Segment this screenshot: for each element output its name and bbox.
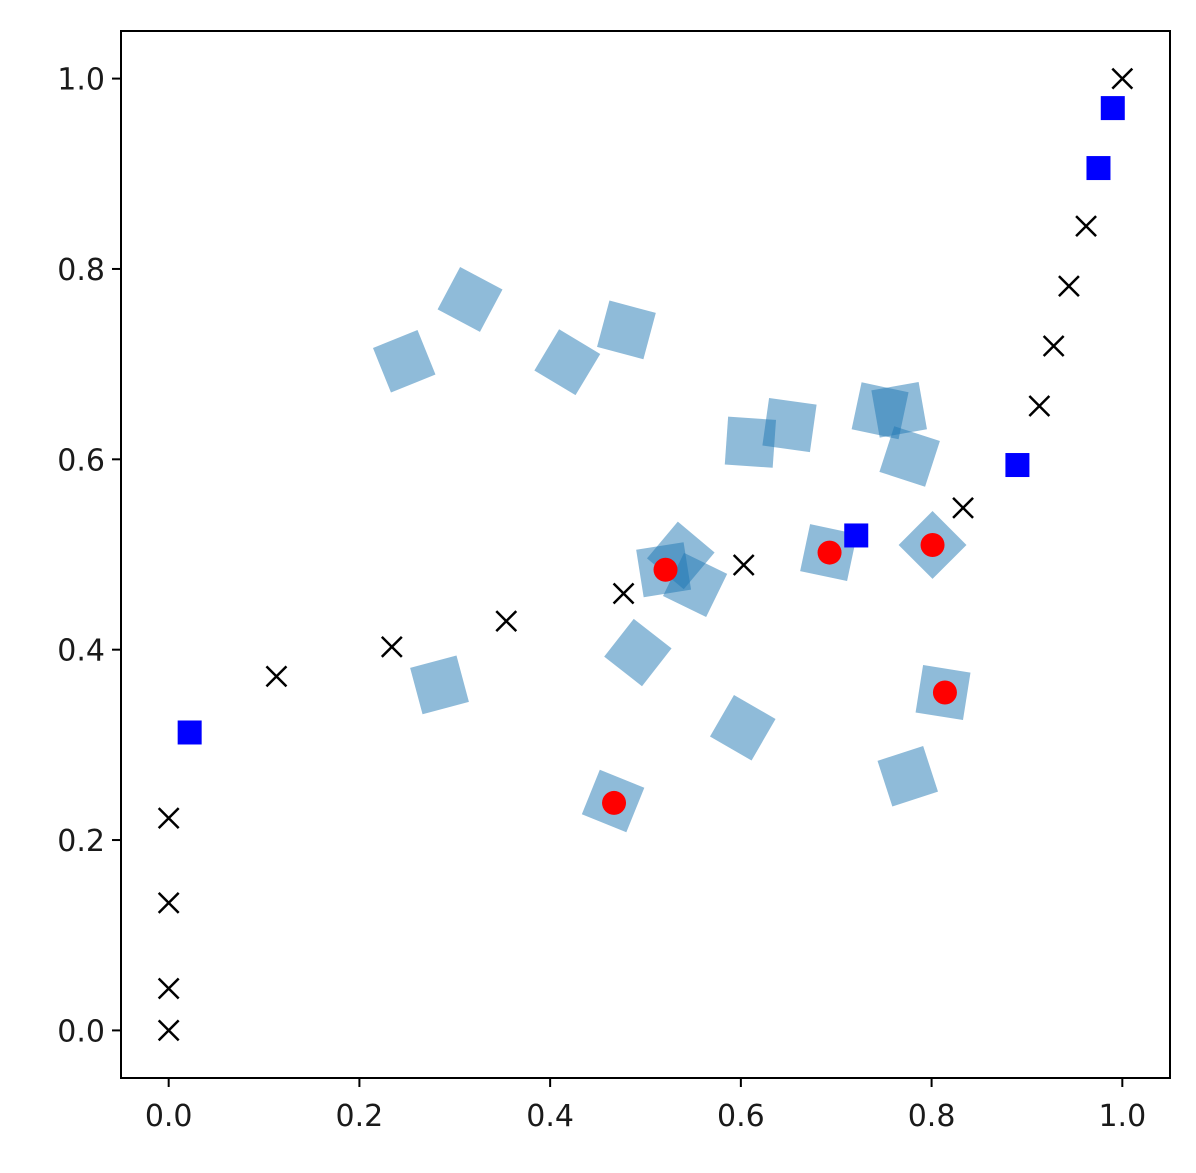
point-marker bbox=[157, 1019, 180, 1042]
point-marker bbox=[157, 891, 180, 914]
x-tick-label: 0.0 bbox=[145, 1099, 193, 1134]
point-marker bbox=[1005, 453, 1030, 478]
y-tick-label: 0.6 bbox=[57, 443, 105, 478]
point-marker bbox=[952, 496, 974, 519]
y-axis: 0.0 0.2 0.4 0.6 0.8 1.0 bbox=[57, 63, 121, 1049]
x-tick-label: 0.6 bbox=[717, 1099, 765, 1134]
x-tick-label: 0.4 bbox=[526, 1099, 574, 1134]
x-tick-label: 0.8 bbox=[908, 1099, 956, 1134]
plot-marks bbox=[157, 67, 1134, 1042]
point-marker bbox=[157, 807, 180, 830]
point-marker bbox=[724, 416, 777, 468]
plot-frame bbox=[120, 30, 1171, 1079]
point-marker bbox=[709, 694, 776, 761]
point-marker bbox=[410, 655, 469, 715]
point-marker bbox=[597, 300, 656, 360]
point-marker bbox=[380, 635, 403, 658]
point-marker bbox=[372, 330, 436, 393]
series-circle bbox=[602, 532, 957, 815]
point-marker bbox=[1058, 275, 1080, 297]
point-marker bbox=[662, 552, 728, 618]
point-marker bbox=[495, 610, 518, 633]
point-marker bbox=[604, 618, 672, 687]
series-square bbox=[177, 96, 1125, 745]
point-marker bbox=[157, 977, 180, 1000]
series-x bbox=[157, 67, 1134, 1042]
point-marker bbox=[1100, 96, 1125, 121]
point-marker bbox=[871, 382, 927, 438]
y-tick-label: 1.0 bbox=[57, 63, 105, 98]
point-marker bbox=[844, 523, 869, 548]
point-marker bbox=[1086, 156, 1111, 181]
series-rotated-square bbox=[372, 266, 971, 833]
point-marker bbox=[534, 329, 601, 396]
point-marker bbox=[437, 266, 503, 332]
y-tick-label: 0.4 bbox=[57, 634, 105, 669]
y-tick-label: 0.8 bbox=[57, 253, 105, 288]
point-marker bbox=[265, 665, 288, 688]
point-marker bbox=[879, 426, 940, 487]
point-marker bbox=[920, 532, 945, 557]
point-marker bbox=[732, 554, 755, 576]
x-tick-label: 0.2 bbox=[336, 1099, 384, 1134]
y-tick-label: 0.0 bbox=[57, 1014, 105, 1049]
point-marker bbox=[877, 746, 938, 807]
point-marker bbox=[1111, 67, 1134, 90]
point-marker bbox=[1075, 215, 1097, 238]
point-marker bbox=[612, 582, 635, 605]
x-tick-label: 1.0 bbox=[1098, 1099, 1146, 1134]
y-tick-label: 0.2 bbox=[57, 824, 105, 859]
point-marker bbox=[177, 720, 202, 745]
x-axis: 0.0 0.2 0.4 0.6 0.8 1.0 bbox=[145, 1078, 1146, 1134]
point-marker bbox=[653, 557, 678, 582]
point-marker bbox=[817, 540, 842, 565]
point-marker bbox=[602, 790, 627, 815]
point-marker bbox=[932, 680, 957, 705]
point-marker bbox=[1028, 395, 1051, 417]
point-marker bbox=[1042, 335, 1065, 357]
point-marker bbox=[762, 397, 817, 453]
